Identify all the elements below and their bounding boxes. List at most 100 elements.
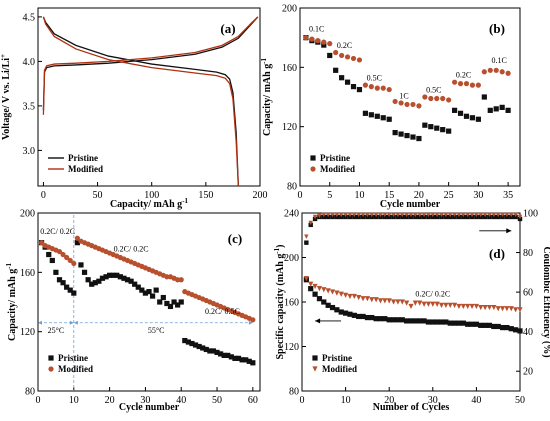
legend-label: Modified bbox=[68, 164, 103, 174]
x-tick-label: 10 bbox=[341, 395, 351, 406]
data-point bbox=[49, 257, 55, 264]
data-point bbox=[513, 307, 519, 313]
data-point bbox=[364, 314, 370, 321]
data-point bbox=[434, 212, 440, 218]
data-point bbox=[493, 106, 499, 112]
data-point bbox=[356, 313, 362, 320]
data-point bbox=[121, 275, 127, 281]
data-point bbox=[338, 309, 344, 315]
x-tick-label: 15 bbox=[384, 190, 394, 201]
data-point bbox=[64, 254, 70, 261]
data-point bbox=[333, 67, 339, 73]
data-point bbox=[392, 130, 398, 136]
data-point bbox=[505, 70, 511, 76]
data-point bbox=[360, 296, 366, 302]
data-point bbox=[308, 281, 314, 287]
data-point bbox=[64, 284, 70, 290]
data-point bbox=[386, 116, 392, 122]
legend-label: Modified bbox=[322, 364, 357, 374]
data-point bbox=[149, 293, 156, 299]
data-point bbox=[178, 277, 184, 283]
series-line bbox=[42, 16, 239, 187]
data-point bbox=[451, 79, 458, 85]
series-line bbox=[42, 16, 259, 115]
data-point bbox=[486, 304, 493, 311]
x-tick-label: 35 bbox=[503, 190, 513, 201]
data-point bbox=[312, 291, 318, 297]
data-point bbox=[386, 86, 392, 93]
legend-swatch bbox=[312, 355, 318, 361]
x-tick-label: 50 bbox=[515, 395, 525, 406]
data-point bbox=[329, 304, 336, 311]
panel-c: 0 10 20 30 40 50 60 80 120 160 200 Cycle number Capa… bbox=[5, 209, 261, 413]
data-point bbox=[99, 275, 106, 281]
data-point bbox=[339, 52, 345, 59]
data-point bbox=[360, 313, 366, 320]
data-point bbox=[243, 357, 249, 363]
data-point bbox=[312, 214, 318, 220]
legend-swatch bbox=[48, 366, 54, 372]
data-point bbox=[135, 284, 141, 290]
data-point bbox=[428, 95, 434, 102]
plot-frame bbox=[37, 212, 261, 392]
data-point bbox=[325, 288, 331, 294]
data-point bbox=[499, 69, 505, 75]
data-point bbox=[103, 274, 109, 280]
data-point bbox=[481, 94, 487, 100]
data-point bbox=[228, 354, 234, 360]
data-point bbox=[387, 212, 392, 218]
data-point bbox=[421, 301, 427, 307]
data-point bbox=[404, 300, 410, 306]
x-tick-label: 60 bbox=[248, 395, 258, 406]
y-tick-label: 200 bbox=[284, 253, 299, 264]
x-axis-label: Cycle number bbox=[380, 199, 441, 210]
y-tick-label: 4.0 bbox=[23, 57, 36, 68]
arrowhead bbox=[506, 228, 512, 234]
data-point bbox=[447, 302, 453, 308]
data-point bbox=[60, 280, 66, 286]
x-tick-label: 10 bbox=[354, 190, 364, 201]
data-point bbox=[499, 104, 505, 110]
data-point bbox=[192, 342, 199, 348]
data-point bbox=[416, 135, 422, 142]
data-point bbox=[74, 240, 80, 246]
data-point bbox=[368, 112, 374, 118]
data-point bbox=[421, 318, 427, 324]
data-point bbox=[390, 317, 397, 323]
data-point bbox=[373, 212, 379, 218]
data-point bbox=[164, 300, 170, 307]
legend-label: Modified bbox=[58, 364, 93, 374]
panel-label: (c) bbox=[228, 231, 242, 246]
data-point bbox=[303, 35, 309, 41]
data-point bbox=[460, 303, 466, 310]
data-point bbox=[218, 351, 224, 357]
data-point bbox=[325, 302, 331, 308]
data-point bbox=[365, 212, 370, 218]
legend-label: Pristine bbox=[68, 153, 98, 163]
y-right-tick-label: 60 bbox=[523, 288, 533, 299]
data-point bbox=[426, 212, 431, 218]
data-point bbox=[56, 277, 63, 283]
legend-swatch bbox=[48, 355, 54, 361]
x-tick-label: 30 bbox=[140, 395, 150, 406]
data-point bbox=[481, 69, 487, 75]
series-pristine bbox=[303, 35, 511, 142]
x-tick-label: 20 bbox=[105, 395, 115, 406]
data-point bbox=[250, 360, 256, 366]
data-point bbox=[124, 277, 131, 283]
data-point bbox=[67, 287, 73, 293]
data-point bbox=[356, 212, 361, 218]
y-right-tick-label: 80 bbox=[523, 248, 533, 259]
data-point bbox=[374, 113, 380, 119]
data-point bbox=[316, 286, 323, 292]
data-point bbox=[446, 97, 452, 103]
data-point bbox=[321, 299, 327, 305]
data-point bbox=[356, 86, 363, 93]
data-point bbox=[410, 134, 416, 140]
data-point bbox=[334, 212, 340, 218]
data-point bbox=[189, 340, 195, 347]
y-tick-label: 120 bbox=[284, 342, 299, 353]
data-point bbox=[460, 320, 466, 326]
data-point bbox=[495, 323, 501, 330]
data-point bbox=[398, 131, 404, 137]
